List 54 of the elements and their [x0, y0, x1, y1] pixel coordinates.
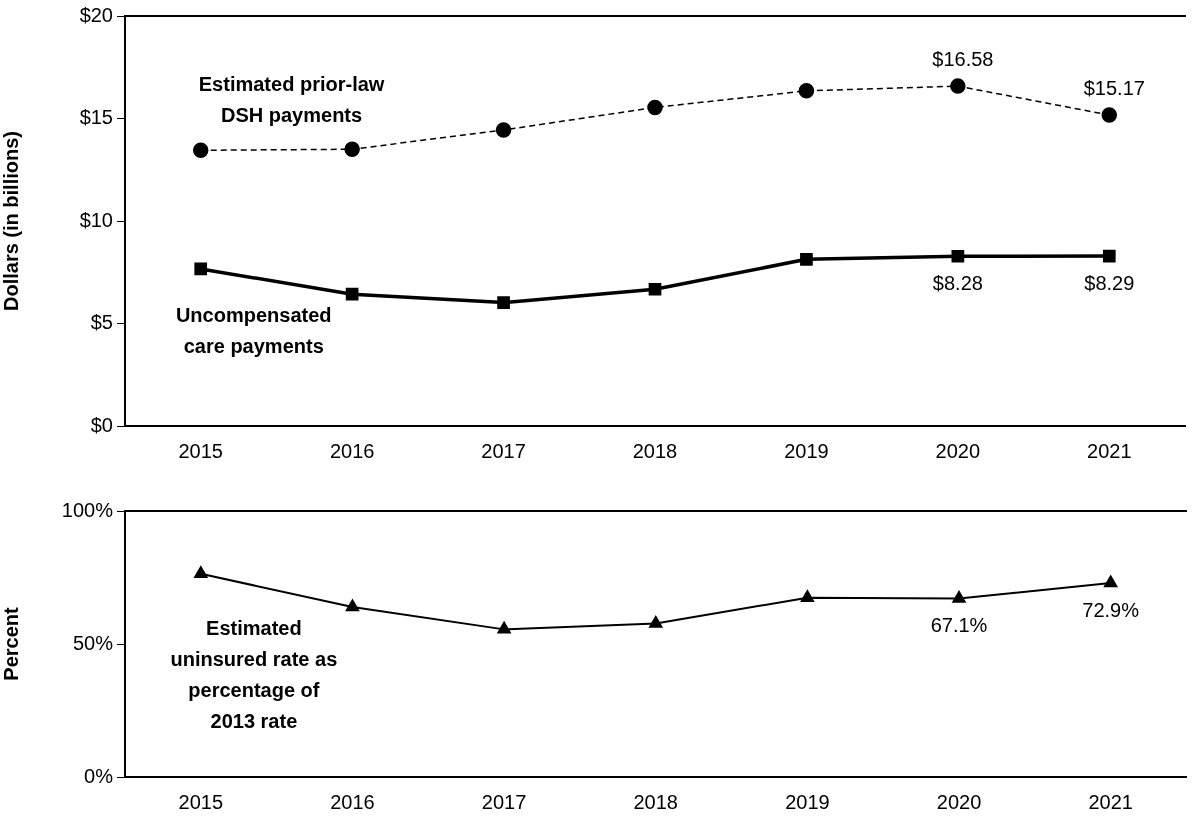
- y-tick-label: 100%: [61, 498, 114, 521]
- series-label: Estimated uninsured rate as percentage of 2013 rate: [170, 617, 338, 733]
- x-tick-label: 2015: [178, 790, 224, 813]
- x-tick-label: 2020: [936, 790, 982, 813]
- point: [194, 262, 208, 276]
- point: [345, 599, 360, 612]
- x-tick-label: 2016: [330, 790, 375, 813]
- y-axis-title: Dollars (in billions): [0, 130, 22, 312]
- data-label: $16.58: [932, 47, 994, 70]
- point: [647, 99, 663, 116]
- y-tick-label: $0: [90, 413, 113, 436]
- x-tick-label: 2019: [784, 439, 829, 462]
- y-tick-label: 50%: [72, 631, 114, 654]
- point: [800, 252, 813, 266]
- y-tick-label: $5: [90, 311, 113, 334]
- data-label: $15.17: [1083, 76, 1145, 99]
- series-label: Uncompensated care payments: [175, 304, 332, 358]
- point: [495, 122, 512, 138]
- point: [950, 78, 966, 94]
- x-tick-label: 2021: [1087, 439, 1132, 462]
- point: [649, 616, 663, 628]
- x-tick-label: 2017: [481, 439, 526, 462]
- point: [951, 249, 965, 263]
- point: [192, 142, 209, 159]
- point: [798, 83, 815, 99]
- x-tick-label: 2015: [178, 439, 223, 462]
- x-tick-label: 2018: [632, 439, 678, 462]
- x-tick-label: 2019: [785, 790, 830, 813]
- data-label: $8.28: [932, 271, 983, 294]
- y-tick-label: $15: [79, 106, 113, 129]
- y-tick-label: 0%: [84, 764, 114, 787]
- y-tick-label: $20: [79, 3, 113, 26]
- point: [345, 287, 359, 301]
- x-tick-label: 2021: [1088, 790, 1133, 813]
- data-label: 67.1%: [930, 614, 988, 637]
- point: [648, 282, 662, 296]
- series-label: Estimated prior-law DSH payments: [198, 72, 385, 126]
- point: [952, 591, 966, 603]
- point: [1101, 107, 1118, 123]
- point: [1104, 575, 1118, 588]
- x-tick-label: 2020: [935, 439, 981, 462]
- y-axis-title: Percent: [0, 606, 22, 681]
- x-tick-label: 2017: [481, 790, 527, 813]
- point: [1102, 249, 1116, 263]
- x-tick-label: 2018: [633, 790, 678, 813]
- data-label: $8.29: [1084, 271, 1135, 294]
- point: [497, 296, 510, 309]
- y-tick-label: $10: [79, 208, 113, 231]
- point: [800, 590, 815, 602]
- point: [194, 566, 208, 579]
- x-tick-label: 2016: [329, 439, 375, 462]
- point: [344, 141, 360, 157]
- point: [497, 621, 511, 634]
- data-label: 72.9%: [1082, 598, 1140, 621]
